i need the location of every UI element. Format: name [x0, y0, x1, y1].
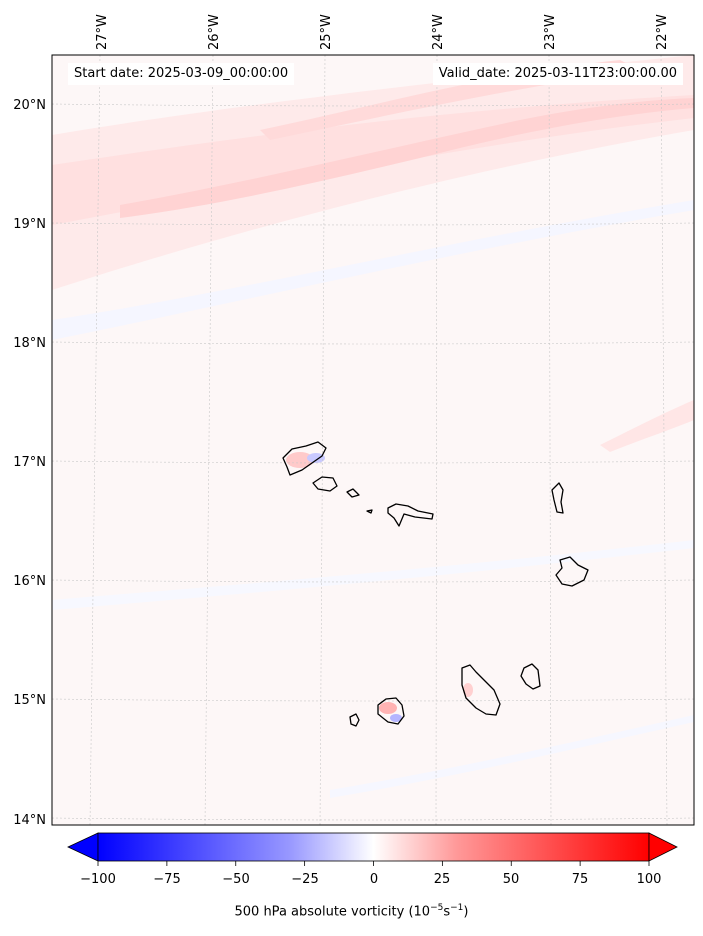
lon-label-26w: 26°W [207, 14, 222, 50]
colorbar-units-mid: s [443, 904, 451, 920]
vorticity-blob-fogo-neg [390, 714, 402, 722]
vorticity-streak-blue-3 [330, 715, 694, 798]
graticule [52, 55, 694, 825]
map-frame [51, 54, 695, 826]
colorbar-units-exp2: −1 [450, 903, 464, 913]
cb-tick-label: 100 [637, 872, 662, 887]
cb-tick-label: −25 [291, 872, 318, 887]
cb-tick-label: 75 [572, 872, 589, 887]
lat-label-16n: 16°N [13, 574, 46, 589]
island-boa-vista [555, 556, 589, 587]
colorbar-variable: 500 hPa absolute vorticity [234, 904, 405, 920]
island-santiago [461, 664, 501, 716]
colorbar-tick-labels: −100 −75 −50 −25 0 25 50 75 100 [80, 872, 661, 887]
lat-label-18n: 18°N [13, 336, 46, 351]
valid-date-label: Valid_date: 2025-03-11T23:00:00.00 [432, 63, 683, 85]
vorticity-band-north-strong [120, 98, 694, 218]
lon-label-24w: 24°W [431, 14, 446, 50]
lat-label-15n: 15°N [13, 693, 46, 708]
lat-label-20n: 20°N [13, 98, 46, 113]
colorbar-extend-low [67, 832, 99, 862]
colorbar-ticks [97, 861, 650, 866]
vorticity-blob-santo-antao [286, 452, 314, 468]
vorticity-streak-red-east [600, 400, 694, 452]
lat-label-17n: 17°N [13, 455, 46, 470]
colorbar-label: 500 hPa absolute vorticity (10−5s−1) [0, 903, 703, 919]
lat-label-19n: 19°N [13, 217, 46, 232]
cb-tick-label: 0 [370, 872, 378, 887]
colorbar-gradient [97, 832, 650, 862]
island-brava [349, 713, 360, 727]
island-maio [520, 663, 541, 690]
cb-tick-label: −100 [80, 872, 116, 887]
island-santo-antao [282, 441, 327, 476]
colorbar-units-exp1: −5 [430, 903, 444, 913]
lon-label-25w: 25°W [319, 14, 334, 50]
island-branco [366, 509, 373, 514]
vorticity-streak-blue-1 [52, 200, 694, 340]
island-sal [551, 482, 564, 514]
longitude-labels: 27°W 26°W 25°W 24°W 23°W 22°W [95, 14, 670, 50]
colorbar-units-suffix: ) [463, 904, 469, 920]
vorticity-streak-blue-2 [52, 540, 694, 610]
vorticity-blob-santiago [463, 683, 473, 697]
vorticity-blob-santo-antao-neg [307, 453, 325, 463]
start-date-label: Start date: 2025-03-09_00:00:00 [68, 63, 295, 85]
lon-label-27w: 27°W [95, 14, 110, 50]
island-sao-nicolau [387, 503, 434, 527]
coastlines [282, 441, 589, 727]
colorbar: −100 −75 −50 −25 0 25 50 75 100 [67, 832, 678, 887]
cb-tick-label: −50 [222, 872, 249, 887]
colorbar-units-prefix: (10 [408, 904, 431, 920]
colorbar-extend-high [648, 832, 678, 862]
lon-label-23w: 23°W [543, 14, 558, 50]
island-fogo [377, 697, 405, 725]
latitude-labels: 20°N 19°N 18°N 17°N 16°N 15°N 14°N [13, 98, 46, 828]
lon-label-22w: 22°W [655, 14, 670, 50]
island-sao-vicente [312, 476, 338, 492]
lat-label-14n: 14°N [13, 813, 46, 828]
vorticity-field [52, 55, 694, 825]
island-santa-luzia [346, 488, 360, 498]
cb-tick-label: 50 [503, 872, 520, 887]
cb-tick-label: −75 [153, 872, 180, 887]
vorticity-blob-fogo [379, 702, 397, 714]
cb-tick-label: 25 [434, 872, 451, 887]
